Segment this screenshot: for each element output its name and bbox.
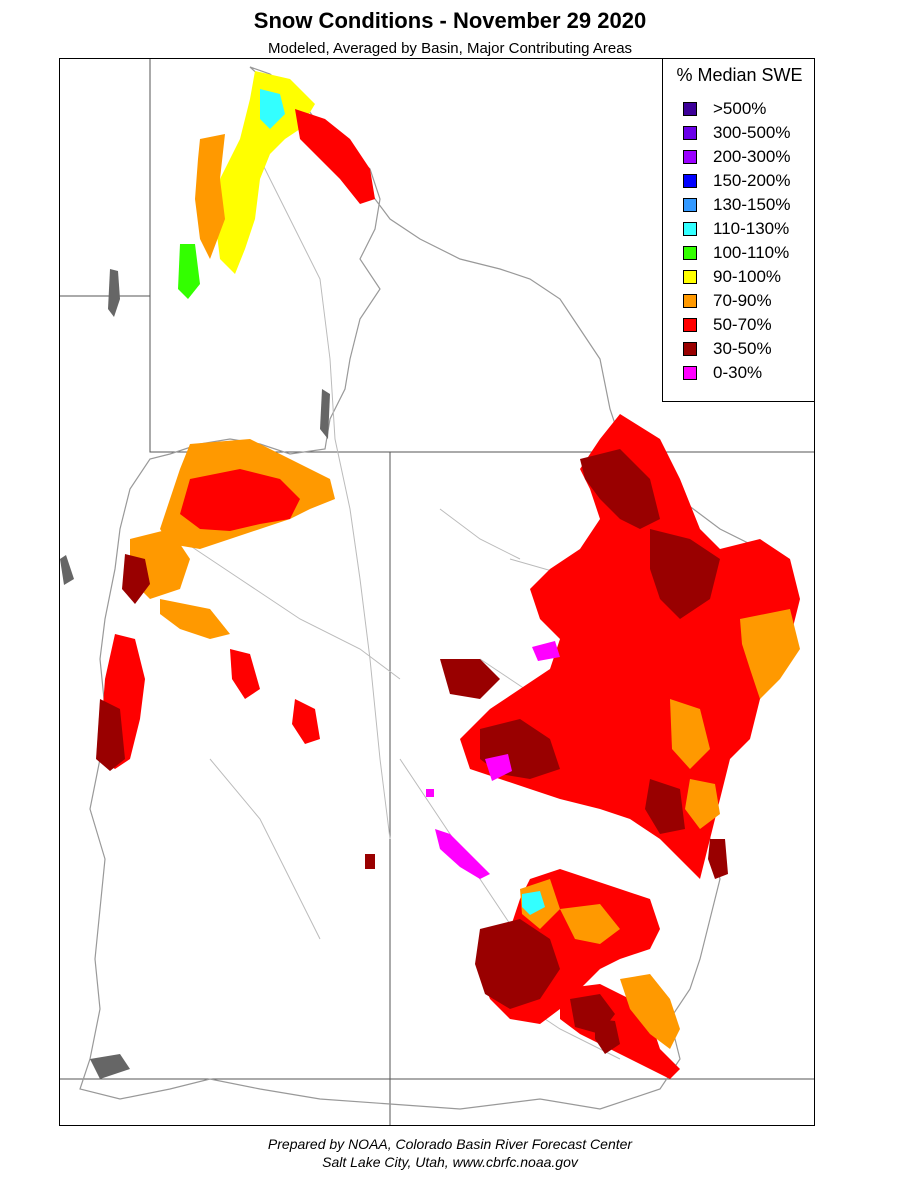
legend-item: 110-130% bbox=[683, 219, 789, 239]
legend-item: 200-300% bbox=[683, 147, 791, 167]
swe-region-south bbox=[475, 869, 680, 1079]
legend-swatch bbox=[683, 318, 697, 332]
legend-label: 0-30% bbox=[713, 363, 763, 382]
lakes bbox=[60, 269, 330, 1079]
legend-label: 130-150% bbox=[713, 195, 791, 214]
legend-item: 150-200% bbox=[683, 171, 791, 191]
legend-item: 70-90% bbox=[683, 291, 772, 311]
footer-credit: Prepared by NOAA, Colorado Basin River F… bbox=[267, 1136, 633, 1152]
legend-label: 100-110% bbox=[713, 243, 790, 262]
legend-swatch bbox=[683, 342, 697, 356]
legend-swatch bbox=[683, 150, 697, 164]
legend-swatch bbox=[683, 270, 697, 284]
swe-region-north bbox=[178, 71, 375, 299]
swe-region-east bbox=[426, 414, 800, 879]
state-line-west bbox=[149, 59, 391, 1125]
legend-item: 30-50% bbox=[683, 339, 772, 359]
legend-item: 100-110% bbox=[683, 243, 789, 263]
legend-swatch bbox=[683, 126, 697, 140]
legend-swatch bbox=[683, 366, 697, 380]
legend: % Median SWE >500% 300-500% 200-300% 150… bbox=[662, 58, 815, 402]
legend-item: 300-500% bbox=[683, 123, 791, 143]
legend-label: 90-100% bbox=[713, 267, 782, 286]
legend-label: 300-500% bbox=[713, 123, 791, 142]
basin-outline bbox=[79, 66, 791, 1110]
legend-label: 50-70% bbox=[713, 315, 772, 334]
swe-region-west bbox=[96, 439, 375, 869]
map-title: Snow Conditions - November 29 2020 bbox=[253, 8, 647, 33]
legend-swatch bbox=[683, 174, 697, 188]
legend-label: 110-130% bbox=[713, 219, 790, 238]
legend-item: 0-30% bbox=[683, 363, 762, 383]
legend-label: 70-90% bbox=[713, 291, 772, 310]
legend-swatch bbox=[683, 198, 697, 212]
map-subtitle: Modeled, Averaged by Basin, Major Contri… bbox=[267, 40, 633, 57]
legend-item: 90-100% bbox=[683, 267, 781, 287]
legend-label: 150-200% bbox=[713, 171, 791, 190]
legend-item: >500% bbox=[683, 99, 766, 119]
legend-title: % Median SWE bbox=[676, 65, 803, 85]
basin-map bbox=[60, 59, 814, 1125]
legend-item: 50-70% bbox=[683, 315, 772, 335]
legend-label: >500% bbox=[713, 99, 767, 118]
legend-swatch bbox=[683, 246, 697, 260]
legend-swatch bbox=[683, 102, 697, 116]
legend-swatch bbox=[683, 294, 697, 308]
legend-label: 200-300% bbox=[713, 147, 791, 166]
legend-swatch bbox=[683, 222, 697, 236]
legend-item: 130-150% bbox=[683, 195, 791, 215]
footer-location: Salt Lake City, Utah, www.cbrfc.noaa.gov bbox=[322, 1154, 578, 1170]
legend-label: 30-50% bbox=[713, 339, 772, 358]
